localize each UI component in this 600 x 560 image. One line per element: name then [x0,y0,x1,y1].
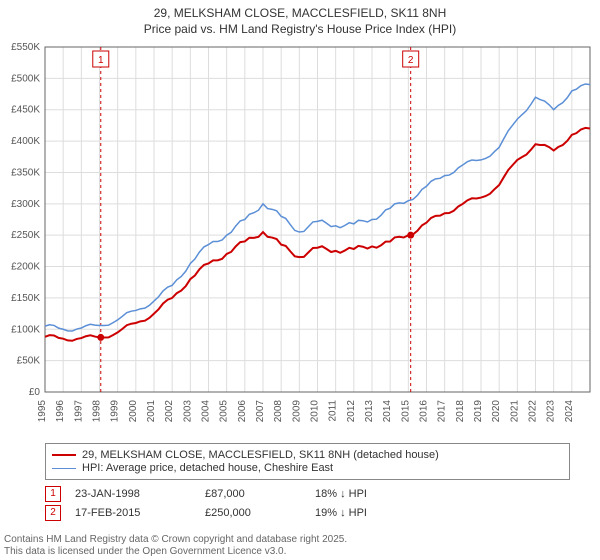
svg-text:2007: 2007 [255,400,266,423]
svg-text:2000: 2000 [128,400,139,423]
svg-text:2014: 2014 [382,400,393,423]
legend-swatch [52,468,76,469]
svg-text:2023: 2023 [546,400,557,423]
svg-text:2005: 2005 [219,400,230,423]
footer-line2: This data is licensed under the Open Gov… [4,546,347,558]
title-line2: Price paid vs. HM Land Registry's House … [0,22,600,38]
legend-label: HPI: Average price, detached house, Ches… [82,462,333,474]
svg-text:2024: 2024 [564,400,575,423]
svg-text:2022: 2022 [528,400,539,423]
chart-title: 29, MELKSHAM CLOSE, MACCLESFIELD, SK11 8… [0,0,600,37]
svg-text:1: 1 [98,55,104,66]
svg-text:£350K: £350K [11,168,40,179]
svg-text:1995: 1995 [37,400,48,423]
legend-swatch [52,454,76,456]
marker-number-box: 2 [45,505,61,521]
svg-text:2011: 2011 [328,400,339,422]
svg-text:2001: 2001 [146,400,157,423]
legend-label: 29, MELKSHAM CLOSE, MACCLESFIELD, SK11 8… [82,449,439,461]
svg-text:£400K: £400K [11,136,40,147]
marker-delta: 19% ↓ HPI [315,507,425,519]
svg-text:£0: £0 [29,387,41,398]
svg-text:2021: 2021 [509,400,520,423]
svg-text:2003: 2003 [182,400,193,423]
svg-text:£450K: £450K [11,105,40,116]
svg-text:2018: 2018 [455,400,466,423]
marker-row: 1 23-JAN-1998£87,00018% ↓ HPI [45,486,600,502]
marker-price: £87,000 [205,488,315,500]
svg-text:1999: 1999 [110,400,121,423]
svg-text:1997: 1997 [73,400,84,423]
marker-table: 1 23-JAN-1998£87,00018% ↓ HPI 2 17-FEB-2015… [45,486,600,521]
svg-text:2002: 2002 [164,400,175,423]
svg-text:£300K: £300K [11,199,40,210]
svg-text:2008: 2008 [273,400,284,423]
marker-number-box: 1 [45,486,61,502]
footer-line1: Contains HM Land Registry data © Crown c… [4,534,347,546]
svg-text:2013: 2013 [364,400,375,423]
legend-row: 29, MELKSHAM CLOSE, MACCLESFIELD, SK11 8… [52,449,563,461]
svg-text:2012: 2012 [346,400,357,423]
svg-text:2004: 2004 [201,400,212,423]
svg-text:2017: 2017 [437,400,448,423]
svg-text:2020: 2020 [491,400,502,423]
marker-date: 23-JAN-1998 [75,488,205,500]
svg-text:2010: 2010 [310,400,321,423]
svg-text:£50K: £50K [17,356,41,367]
svg-text:2009: 2009 [291,400,302,423]
chart-area: £0 £50K £100K £150K £200K £250K £300K £350K £400… [0,37,600,437]
svg-text:2019: 2019 [473,400,484,423]
svg-text:1996: 1996 [55,400,66,423]
legend: 29, MELKSHAM CLOSE, MACCLESFIELD, SK11 8… [45,443,570,480]
title-line1: 29, MELKSHAM CLOSE, MACCLESFIELD, SK11 8… [0,6,600,22]
footer-attribution: Contains HM Land Registry data © Crown c… [4,534,347,558]
marker-price: £250,000 [205,507,315,519]
svg-text:£500K: £500K [11,74,40,85]
svg-text:£200K: £200K [11,262,40,273]
svg-text:£100K: £100K [11,324,40,335]
svg-text:2: 2 [408,55,414,66]
line-chart-svg: £0 £50K £100K £150K £200K £250K £300K £350K £400… [0,37,600,437]
svg-text:2006: 2006 [237,400,248,423]
marker-row: 2 17-FEB-2015£250,00019% ↓ HPI [45,505,600,521]
svg-text:£250K: £250K [11,230,40,241]
svg-text:1998: 1998 [92,400,103,423]
marker-delta: 18% ↓ HPI [315,488,425,500]
svg-text:2015: 2015 [400,400,411,423]
svg-text:2016: 2016 [419,400,430,423]
svg-text:£150K: £150K [11,293,40,304]
legend-row: HPI: Average price, detached house, Ches… [52,462,563,474]
svg-text:£550K: £550K [11,42,40,53]
marker-date: 17-FEB-2015 [75,507,205,519]
